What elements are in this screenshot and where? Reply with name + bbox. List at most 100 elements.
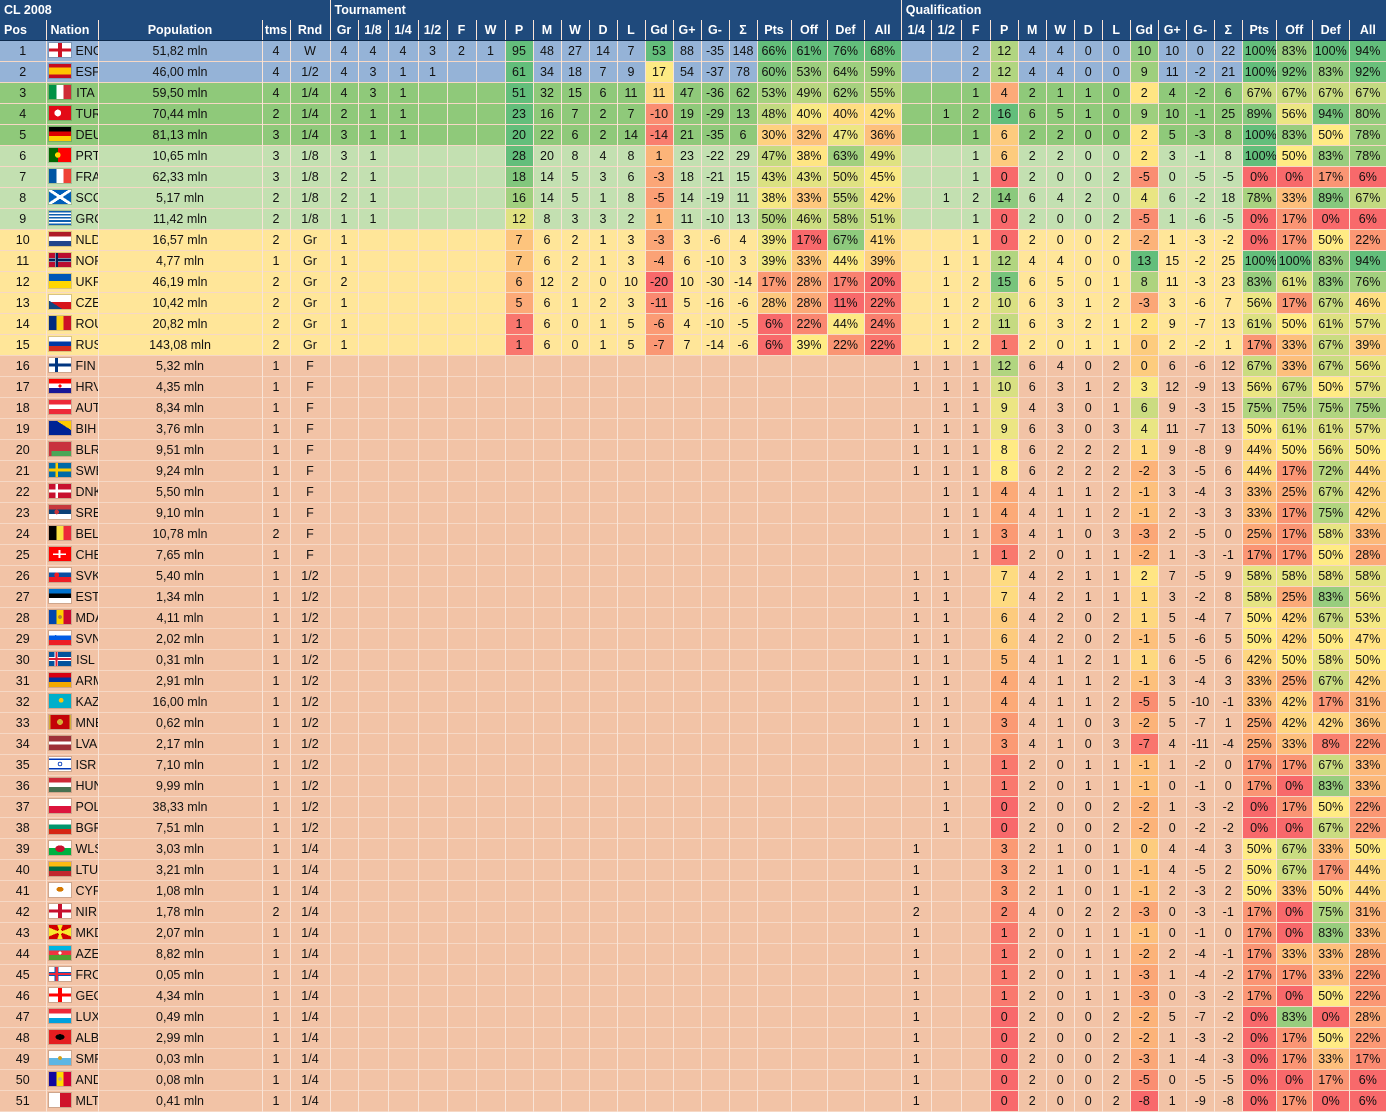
tournament-gm-cell [701,964,730,986]
tournament-r8-cell [358,544,389,566]
qualification-d-cell: 1 [1074,502,1103,524]
tournament-def-cell [827,964,865,986]
tournament-r4-cell [388,418,419,440]
table-row: 1ENG51,82 mln4W4443219548271475388-35148… [0,40,1386,62]
tournament-l-cell [617,1027,646,1049]
qualification-def-cell: 61% [1312,418,1350,440]
tournament-l-cell: 8 [617,145,646,167]
tournament-m-cell: 14 [533,187,562,209]
tournament-s-cell [729,733,758,755]
tournament-gm-cell: -14 [701,334,730,356]
qualification-def-cell: 17% [1312,859,1350,881]
tournament-d-cell [589,817,618,839]
qualification-def-cell: 50% [1312,544,1350,566]
qualification-gd-cell: -2 [1130,817,1159,839]
population-cell: 3,21 mln [98,859,263,881]
qualification-q2-cell: 1 [931,775,962,797]
round-cell: 1/4 [290,901,331,923]
tournament-gd-cell [645,1090,674,1112]
tournament-p-cell [505,901,534,923]
tournament-l-cell [617,733,646,755]
population-cell: 4,35 mln [98,376,263,398]
tournament-gd-cell [645,481,674,503]
tournament-l-cell: 5 [617,313,646,335]
qualification-q4-cell: 1 [901,460,932,482]
nation-code: LUX [75,1010,98,1024]
tournament-def-cell [827,439,865,461]
qualification-q2-cell [931,1090,962,1112]
tournament-gp-cell [673,586,702,608]
qualification-def-cell: 67% [1312,607,1350,629]
tournament-r4-cell [388,250,419,272]
nation-cell: MDA [46,607,99,629]
tournament-m-cell [533,439,562,461]
qualification-q2-cell: 1 [931,418,962,440]
tournament-p-cell [505,418,534,440]
tournament-off-cell [791,859,828,881]
tournament-p-cell: 18 [505,166,534,188]
qualification-f-cell: 1 [961,208,991,230]
tournament-l-cell [617,502,646,524]
qualification-p-cell: 9 [990,418,1019,440]
qualification-def-cell: 75% [1312,901,1350,923]
nation-cell: CYP [46,880,99,902]
pos-cell: 41 [0,880,47,902]
tournament-r8-cell: 1 [358,103,389,125]
qualification-gp-cell: 6 [1158,649,1187,671]
qualification-pts-cell: 17% [1242,775,1277,797]
flag-ltu-icon [48,862,71,876]
tournament-r8-cell [358,838,389,860]
qualification-p-cell: 6 [990,607,1019,629]
qualification-gp-cell: 11 [1158,418,1187,440]
qualification-all-cell: 33% [1349,754,1386,776]
round-cell: 1/4 [290,880,331,902]
tournament-r2-cell [418,166,448,188]
tournament-gr-cell [330,943,359,965]
qualification-q2-cell: 1 [931,565,962,587]
tournament-off-cell [791,1027,828,1049]
flag-mlt-icon [48,1093,71,1107]
nation-code: FIN [75,359,96,373]
qualification-q2-cell [931,838,962,860]
qualification-off-cell: 67% [1276,82,1313,104]
tournament-l-cell [617,859,646,881]
population-cell: 10,65 mln [98,145,263,167]
teams-cell: 2 [262,901,291,923]
nation-code: NIR [75,905,98,919]
tournament-r4-cell [388,901,419,923]
qualification-def-cell: 17% [1312,166,1350,188]
pos-cell: 18 [0,397,47,419]
tournament-gp-cell [673,985,702,1007]
tournament-r4-cell: 1 [388,124,419,146]
tournament-pts-cell [757,418,792,440]
qualification-all-cell: 50% [1349,838,1386,860]
qualification-p-cell: 3 [990,733,1019,755]
qualification-l-cell: 2 [1102,901,1131,923]
tournament-r2-cell [418,649,448,671]
pos-cell: 8 [0,187,47,209]
population-cell: 0,31 mln [98,649,263,671]
qualification-gm-cell: -2 [1186,754,1215,776]
qualification-off-cell: 0% [1276,1069,1313,1091]
qualification-p-cell: 8 [990,460,1019,482]
nation-cell: ITA [46,82,99,104]
tournament-gp-cell [673,670,702,692]
tournament-gd-cell [645,859,674,881]
qualification-off-cell: 83% [1276,1006,1313,1028]
tournament-gp-cell [673,355,702,377]
flag-and-icon [48,1072,71,1086]
nation-code: CYP [75,884,98,898]
tournament-all-cell [864,397,902,419]
qualification-m-cell: 2 [1018,754,1047,776]
col-header-tournament-18: All [864,20,902,41]
tournament-r2-cell [418,229,448,251]
flag-dnk-icon [48,484,71,498]
round-cell: F [290,397,331,419]
tournament-gp-cell [673,376,702,398]
tournament-def-cell: 63% [827,145,865,167]
population-cell: 10,78 mln [98,523,263,545]
qualification-def-cell: 58% [1312,523,1350,545]
tournament-wi-cell: 2 [561,271,590,293]
qualification-gm-cell: -6 [1186,628,1215,650]
tournament-s-cell: -6 [729,334,758,356]
